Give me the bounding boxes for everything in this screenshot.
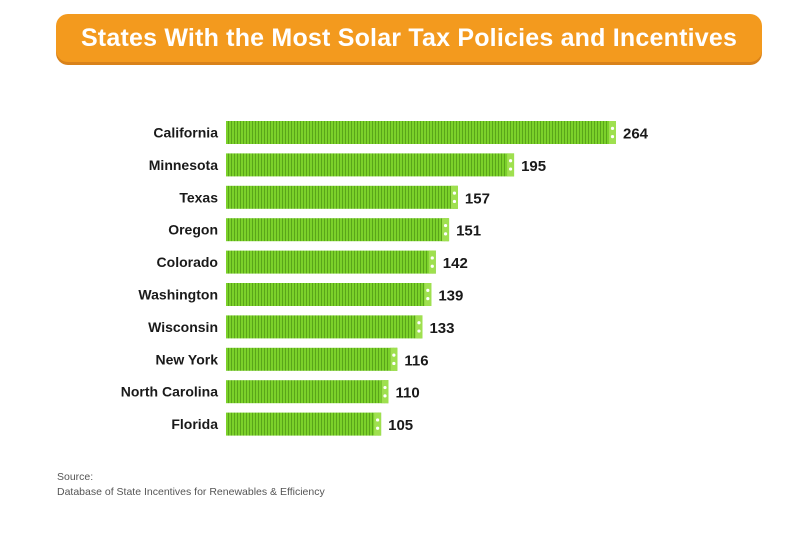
bar-cap-dot: [508, 159, 513, 163]
bar: [226, 315, 423, 339]
bar-end-cap: [442, 218, 450, 242]
bar-cap-dot: [376, 426, 380, 430]
category-label: Oregon: [168, 222, 218, 238]
category-label: Colorado: [157, 254, 218, 270]
category-label: Texas: [179, 189, 218, 205]
bar-cap-dot: [452, 199, 457, 204]
bar-cap-dot: [383, 394, 387, 398]
bar-cap-dot: [426, 297, 430, 301]
bar-end-cap: [450, 185, 458, 209]
value-label: 139: [438, 288, 463, 305]
bar: [226, 153, 515, 177]
bar: [226, 218, 450, 242]
bar-cap-dot: [610, 126, 615, 130]
bars-layer: California 264 Minnesota 195 Texas 157 Oregon 1…: [121, 121, 649, 436]
value-label: 133: [429, 320, 454, 337]
bar-end-cap: [428, 250, 436, 274]
category-label: New York: [155, 351, 218, 367]
bar: [226, 347, 398, 371]
bar-cap-dot: [417, 321, 421, 325]
bar-cap-dot: [417, 329, 421, 333]
bar-end-cap: [415, 315, 423, 339]
category-label: North Carolina: [121, 384, 218, 400]
bar-cap-dot: [508, 167, 513, 171]
bar-cap-dot: [452, 191, 457, 195]
bar-end-cap: [507, 153, 515, 177]
chart-title: States With the Most Solar Tax Policies …: [80, 23, 738, 52]
bar-cap-dot: [383, 385, 387, 390]
bar: [226, 185, 458, 209]
bar-cap-dot: [443, 232, 448, 236]
bar: [226, 412, 382, 436]
bar: [226, 380, 389, 404]
value-label: 110: [396, 385, 420, 402]
bar-end-cap: [390, 347, 398, 371]
value-label: 105: [388, 417, 413, 434]
bar-cap-dot: [392, 361, 396, 366]
bar: [226, 283, 432, 306]
bar-end-cap: [381, 380, 389, 404]
source-text: Database of State Incentives for Renewab…: [57, 486, 325, 498]
bar-end-cap: [424, 283, 432, 306]
category-label: Washington: [138, 287, 218, 303]
value-label: 116: [404, 352, 428, 369]
bar-end-cap: [609, 121, 616, 144]
value-label: 142: [443, 255, 468, 272]
bar-cap-dot: [430, 256, 434, 260]
title-banner: States With the Most Solar Tax Policies …: [56, 14, 762, 62]
category-label: Wisconsin: [148, 319, 218, 335]
value-label: 195: [521, 158, 546, 175]
bar-cap-dot: [426, 288, 430, 292]
category-label: Florida: [171, 416, 218, 432]
bar-cap-dot: [392, 353, 396, 357]
category-label: Minnesota: [149, 157, 218, 173]
value-label: 157: [465, 190, 490, 207]
category-label: California: [153, 125, 218, 141]
bar-cap-dot: [376, 418, 380, 422]
value-label: 264: [623, 126, 649, 143]
bar-cap-dot: [610, 135, 615, 139]
bar: [226, 250, 436, 274]
bar: [226, 121, 616, 144]
source-note: Source: Database of State Incentives for…: [57, 470, 325, 500]
value-label: 151: [456, 223, 481, 240]
bar-end-cap: [374, 412, 382, 436]
bar-cap-dot: [430, 264, 434, 268]
bar-cap-dot: [443, 223, 448, 228]
source-label: Source:: [57, 471, 94, 483]
